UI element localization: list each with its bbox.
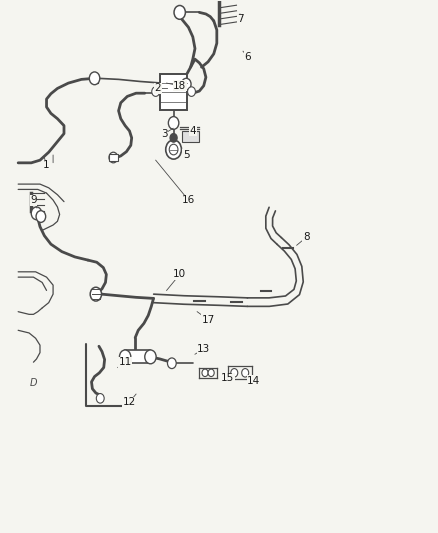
Circle shape [89, 72, 100, 85]
Text: 2: 2 [155, 83, 161, 93]
Circle shape [96, 393, 104, 403]
Text: 13: 13 [197, 344, 210, 354]
Text: 14: 14 [247, 376, 261, 386]
Text: 4: 4 [190, 126, 196, 136]
Bar [182, 131, 199, 142]
Text: 11: 11 [119, 357, 132, 367]
Text: 16: 16 [182, 195, 195, 205]
Circle shape [187, 87, 195, 96]
Text: 1: 1 [43, 160, 50, 171]
Text: 8: 8 [303, 232, 310, 243]
Circle shape [174, 5, 185, 19]
Text: 10: 10 [173, 270, 186, 279]
Text: 15: 15 [221, 373, 234, 383]
Circle shape [90, 287, 102, 301]
Circle shape [208, 369, 214, 376]
Circle shape [170, 134, 177, 142]
Circle shape [242, 368, 249, 377]
Bar [160, 74, 187, 110]
Bar [109, 155, 118, 161]
Text: 18: 18 [173, 81, 186, 91]
Circle shape [169, 144, 178, 155]
Circle shape [152, 87, 159, 96]
Text: 9: 9 [30, 195, 37, 205]
Circle shape [231, 368, 238, 377]
Circle shape [145, 350, 156, 364]
Bar [125, 350, 150, 364]
Circle shape [166, 140, 181, 159]
Circle shape [36, 211, 46, 222]
Text: D: D [30, 378, 37, 388]
Text: 6: 6 [244, 52, 251, 61]
Circle shape [181, 78, 191, 90]
Circle shape [202, 369, 208, 376]
Circle shape [31, 207, 42, 220]
Text: 3: 3 [161, 128, 168, 139]
Circle shape [167, 358, 176, 368]
Circle shape [168, 117, 179, 130]
Text: 17: 17 [201, 314, 215, 325]
Text: 7: 7 [237, 14, 244, 25]
Text: 5: 5 [183, 150, 190, 160]
Circle shape [109, 152, 118, 163]
Circle shape [120, 350, 131, 364]
Text: 12: 12 [123, 397, 136, 407]
